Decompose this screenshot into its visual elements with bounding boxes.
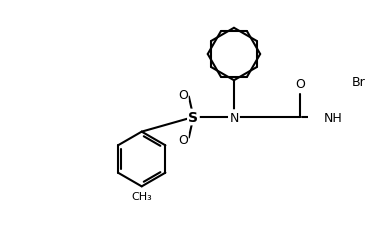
Text: CH₃: CH₃ xyxy=(131,191,152,201)
Text: O: O xyxy=(178,134,188,147)
Text: NH: NH xyxy=(323,111,342,124)
Text: O: O xyxy=(295,77,305,90)
Text: O: O xyxy=(178,88,188,101)
Text: Br: Br xyxy=(352,76,366,89)
Text: S: S xyxy=(189,111,198,124)
Text: N: N xyxy=(229,111,239,124)
